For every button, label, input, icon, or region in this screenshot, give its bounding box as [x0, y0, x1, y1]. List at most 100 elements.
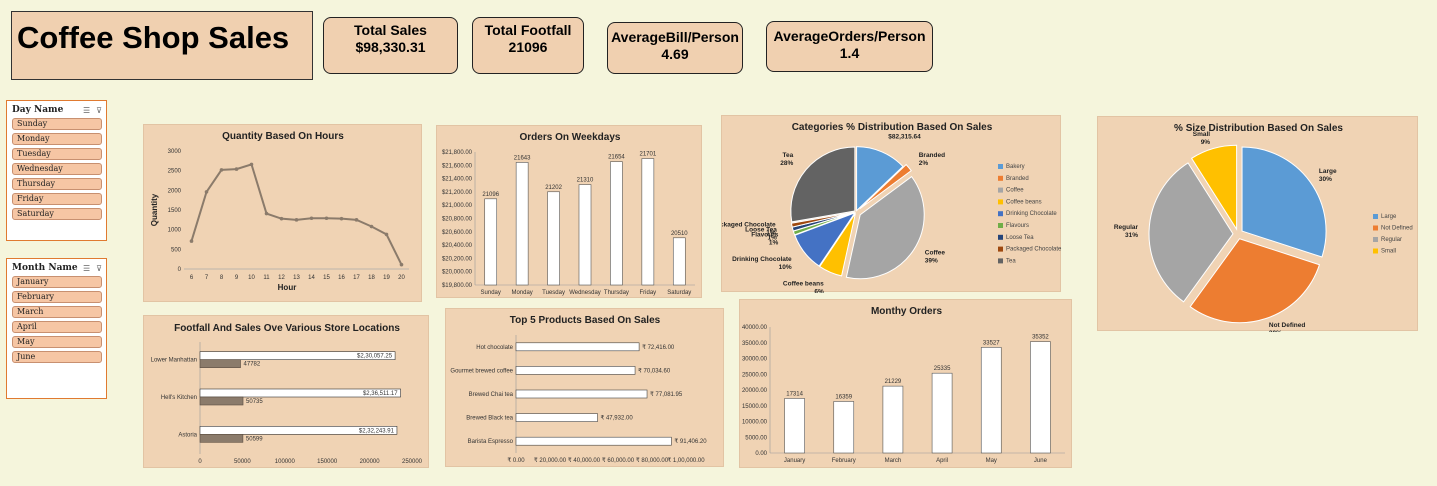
- slicer-day-sunday[interactable]: Sunday: [12, 118, 102, 130]
- slicer-day-monday[interactable]: Monday: [12, 133, 102, 145]
- legend-label: Drinking Chocolate: [1006, 211, 1057, 217]
- data-point: [369, 224, 374, 229]
- bar: [1030, 341, 1051, 454]
- y-tick-label: 5000.00: [745, 435, 767, 441]
- slice-name-label: Tea: [783, 152, 794, 159]
- slicer-title: Month Name: [12, 263, 78, 273]
- data-label: $2,32,243.91: [359, 428, 395, 434]
- slicer-month-april[interactable]: April: [12, 321, 102, 333]
- legend-swatch: [1373, 248, 1378, 254]
- slice-name-label: Flavours: [751, 231, 778, 238]
- chart-orders-weekdays: Orders On Weekdays $19,800.00 $20,000.00 $2…: [436, 125, 702, 298]
- data-point: [264, 211, 269, 216]
- bar: [931, 372, 953, 454]
- pie-slice: [856, 146, 904, 212]
- multi-select-icon[interactable]: ☰: [82, 263, 91, 273]
- x-tick-label: Wednesday: [569, 290, 601, 296]
- data-label: ₹ 91,406.20: [674, 438, 707, 445]
- x-tick-label: 50000: [234, 459, 251, 465]
- kpi-label: AverageBill/Person: [611, 29, 739, 45]
- slicer-day-saturday[interactable]: Saturday: [12, 208, 102, 220]
- data-label: 17314: [786, 391, 803, 397]
- pie-slice: [845, 175, 925, 280]
- y-tick-label: 15000.00: [742, 404, 768, 410]
- slice-value-label: 39%: [925, 258, 938, 265]
- clear-filter-icon[interactable]: ⊽: [96, 105, 102, 115]
- slicer-month-march[interactable]: March: [12, 306, 102, 318]
- clear-filter-icon[interactable]: ⊽: [96, 263, 102, 273]
- chart-monthly-orders: Monthy Orders 0.00 5000.00 10000.00 15000.00…: [739, 299, 1072, 468]
- x-tick-label: 15: [323, 275, 330, 281]
- slice-value-label: 28%: [780, 160, 793, 167]
- pie-slice: [1241, 146, 1327, 258]
- kpi-total-sales: Total Sales $98,330.31: [323, 17, 458, 74]
- pie-slice: [1189, 238, 1321, 324]
- slicer-month-may[interactable]: May: [12, 336, 102, 348]
- x-tick-label: 9: [235, 275, 239, 281]
- y-tick-label: $21,400.00: [442, 177, 473, 183]
- slice-value-label: 30%: [1269, 330, 1282, 332]
- slicer-month-february[interactable]: February: [12, 291, 102, 303]
- data-point: [309, 216, 314, 221]
- pie-slice: [790, 146, 856, 223]
- bar: [882, 385, 904, 454]
- y-tick-label: 2500: [168, 169, 182, 175]
- data-label: 35352: [1032, 335, 1049, 341]
- bar-footfall: [199, 396, 244, 406]
- bar-sales: [199, 426, 398, 435]
- data-point: [279, 216, 284, 221]
- data-point: [354, 218, 359, 222]
- slicer-day-friday[interactable]: Friday: [12, 193, 102, 205]
- month-name-slicer: Month Name ☰ ⊽ January February March April M…: [6, 258, 107, 399]
- bar: [515, 162, 529, 286]
- y-tick-label: 10000.00: [742, 420, 768, 426]
- slicer-month-january[interactable]: January: [12, 276, 102, 288]
- bar: [672, 237, 686, 286]
- slicer-day-thursday[interactable]: Thursday: [12, 178, 102, 190]
- legend-swatch: [998, 258, 1003, 264]
- y-tick-label: $20,200.00: [442, 256, 473, 262]
- chart-title: Orders On Weekdays: [520, 132, 621, 143]
- bar-sales: [199, 388, 401, 398]
- kpi-value: $98,330.31: [355, 39, 426, 55]
- data-point: [324, 216, 329, 221]
- kpi-average-orders: AverageOrders/Person 1.4: [766, 21, 933, 72]
- x-tick-label: 12: [278, 275, 285, 281]
- legend-label: Not Defined: [1381, 226, 1413, 232]
- kpi-total-footfall: Total Footfall 21096: [472, 17, 584, 74]
- slicer-day-tuesday[interactable]: Tuesday: [12, 148, 102, 160]
- bar: [980, 347, 1002, 454]
- legend-label: Regular: [1381, 237, 1402, 243]
- y-tick-label: 35000.00: [742, 341, 768, 347]
- x-tick-label: June: [1034, 458, 1048, 464]
- bar: [784, 398, 805, 454]
- data-label: 50599: [246, 436, 263, 442]
- legend-label: Coffee: [1006, 188, 1024, 194]
- slice-name-label: Loose Tea: [745, 226, 777, 233]
- legend-swatch: [998, 175, 1003, 181]
- x-tick-label: Tuesday: [542, 290, 565, 296]
- bar: [578, 184, 592, 286]
- data-label: 47782: [244, 362, 261, 368]
- y-tick-label: Hell's Kitchen: [161, 395, 197, 401]
- multi-select-icon[interactable]: ☰: [82, 105, 91, 115]
- dashboard-title-box: Coffee Shop Sales: [11, 11, 313, 80]
- slice-value-label: 1%: [767, 234, 777, 241]
- x-tick-label: ₹ 0.00: [507, 457, 525, 464]
- y-tick-label: 0: [178, 267, 182, 273]
- slicer-day-wednesday[interactable]: Wednesday: [12, 163, 102, 175]
- kpi-value: 1.4: [839, 45, 860, 61]
- x-tick-label: 17: [353, 275, 360, 281]
- slicer-month-june[interactable]: June: [12, 351, 102, 363]
- data-point: [399, 262, 404, 267]
- slice-value-label: 10%: [779, 264, 792, 271]
- slice-name-label: Small: [1193, 131, 1211, 138]
- x-tick-label: Friday: [640, 290, 657, 296]
- series-line: [190, 163, 403, 266]
- chart-title: % Size Distribution Based On Sales: [1174, 123, 1343, 134]
- y-tick-label: $20,400.00: [442, 243, 473, 249]
- bar: [547, 191, 560, 286]
- bar: [515, 413, 598, 422]
- data-point: [234, 167, 239, 171]
- bar: [484, 198, 498, 286]
